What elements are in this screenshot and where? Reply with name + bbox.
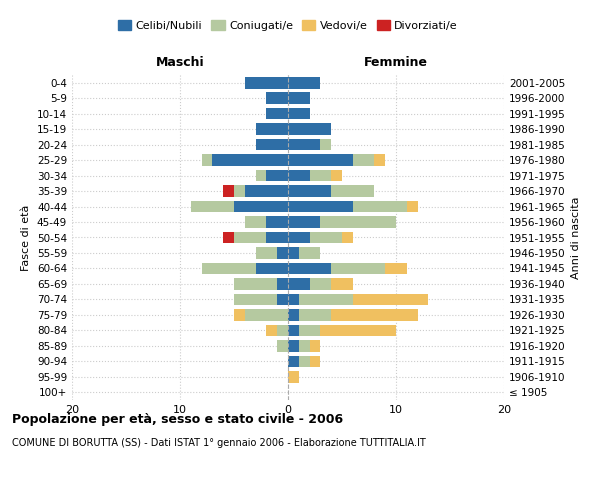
Bar bbox=[288, 340, 310, 351]
Bar bbox=[202, 154, 288, 166]
Bar bbox=[288, 262, 385, 274]
Bar bbox=[288, 186, 374, 197]
Bar bbox=[288, 247, 299, 259]
Bar bbox=[288, 371, 299, 382]
Bar bbox=[288, 294, 299, 305]
Bar bbox=[288, 154, 353, 166]
Bar bbox=[288, 278, 331, 289]
Bar bbox=[288, 324, 320, 336]
Bar bbox=[288, 170, 342, 181]
Bar bbox=[288, 108, 310, 120]
Bar bbox=[245, 216, 288, 228]
Bar bbox=[234, 294, 288, 305]
Bar bbox=[266, 324, 288, 336]
Bar bbox=[288, 324, 396, 336]
Bar bbox=[288, 216, 320, 228]
Bar bbox=[256, 139, 288, 150]
Bar bbox=[288, 200, 407, 212]
Bar bbox=[288, 356, 320, 367]
Bar bbox=[234, 309, 288, 320]
Bar bbox=[288, 232, 342, 243]
Bar bbox=[288, 216, 396, 228]
Bar bbox=[288, 200, 353, 212]
Bar bbox=[223, 186, 288, 197]
Bar bbox=[266, 232, 288, 243]
Bar bbox=[288, 232, 353, 243]
Bar bbox=[288, 200, 418, 212]
Bar bbox=[288, 92, 310, 104]
Bar bbox=[288, 262, 407, 274]
Bar bbox=[288, 309, 418, 320]
Bar bbox=[277, 294, 288, 305]
Bar bbox=[288, 278, 353, 289]
Bar bbox=[288, 154, 385, 166]
Bar bbox=[277, 324, 288, 336]
Bar bbox=[288, 294, 353, 305]
Bar bbox=[234, 186, 288, 197]
Bar bbox=[256, 170, 288, 181]
Bar bbox=[288, 154, 374, 166]
Bar bbox=[266, 216, 288, 228]
Bar bbox=[234, 232, 288, 243]
Bar bbox=[202, 262, 288, 274]
Bar bbox=[288, 309, 331, 320]
Bar bbox=[288, 356, 310, 367]
Bar bbox=[256, 247, 288, 259]
Bar bbox=[191, 200, 288, 212]
Text: Popolazione per età, sesso e stato civile - 2006: Popolazione per età, sesso e stato civil… bbox=[12, 412, 343, 426]
Bar bbox=[288, 139, 331, 150]
Bar bbox=[234, 278, 288, 289]
Bar bbox=[245, 186, 288, 197]
Bar bbox=[234, 200, 288, 212]
Bar bbox=[288, 170, 331, 181]
Legend: Celibi/Nubili, Coniugati/e, Vedovi/e, Divorziati/e: Celibi/Nubili, Coniugati/e, Vedovi/e, Di… bbox=[113, 16, 463, 35]
Y-axis label: Fasce di età: Fasce di età bbox=[22, 204, 31, 270]
Bar bbox=[277, 247, 288, 259]
Bar bbox=[288, 356, 299, 367]
Bar bbox=[288, 247, 320, 259]
Bar bbox=[288, 186, 331, 197]
Bar bbox=[277, 340, 288, 351]
Bar bbox=[288, 340, 299, 351]
Bar bbox=[266, 170, 288, 181]
Bar bbox=[266, 92, 288, 104]
Bar bbox=[245, 77, 288, 88]
Bar bbox=[288, 124, 331, 135]
Text: COMUNE DI BORUTTA (SS) - Dati ISTAT 1° gennaio 2006 - Elaborazione TUTTITALIA.IT: COMUNE DI BORUTTA (SS) - Dati ISTAT 1° g… bbox=[12, 438, 426, 448]
Text: Maschi: Maschi bbox=[155, 56, 205, 69]
Bar bbox=[288, 340, 320, 351]
Bar bbox=[288, 324, 299, 336]
Bar bbox=[288, 262, 331, 274]
Bar bbox=[266, 108, 288, 120]
Bar bbox=[288, 294, 428, 305]
Bar bbox=[288, 309, 299, 320]
Bar bbox=[288, 232, 310, 243]
Bar bbox=[212, 154, 288, 166]
Bar bbox=[256, 124, 288, 135]
Bar bbox=[288, 139, 320, 150]
Bar bbox=[245, 309, 288, 320]
Text: Femmine: Femmine bbox=[364, 56, 428, 69]
Bar bbox=[288, 278, 310, 289]
Bar bbox=[288, 77, 320, 88]
Bar bbox=[223, 232, 288, 243]
Bar bbox=[256, 262, 288, 274]
Y-axis label: Anni di nascita: Anni di nascita bbox=[571, 196, 581, 279]
Bar bbox=[277, 278, 288, 289]
Bar bbox=[288, 170, 310, 181]
